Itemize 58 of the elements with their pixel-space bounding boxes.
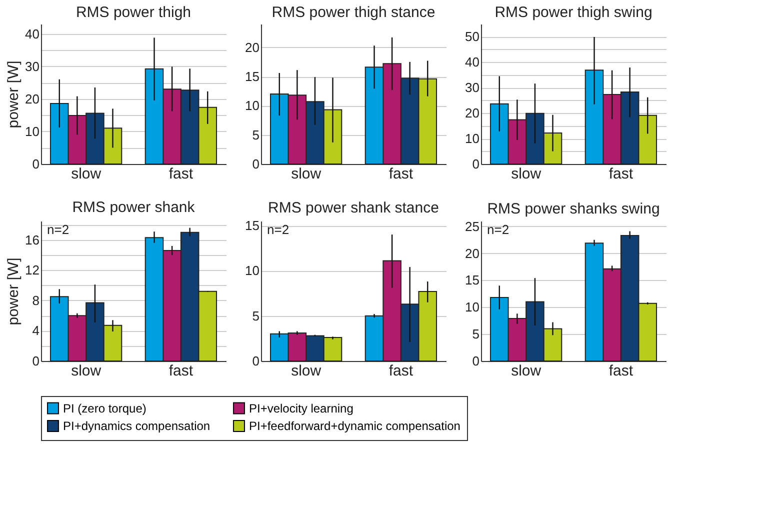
- y-tick-label: 10: [245, 263, 260, 278]
- y-tick-label: 50: [465, 29, 480, 44]
- y-tick-label: 5: [252, 308, 260, 324]
- y-tick-label: 0: [472, 354, 480, 368]
- x-tick-label: slow: [291, 362, 322, 380]
- x-tick-label: slow: [71, 166, 102, 182]
- y-tick-label: 8: [32, 292, 40, 308]
- y-tick-label: 4: [32, 323, 40, 338]
- y-tick-label: 20: [245, 40, 260, 55]
- y-tick-label: 25: [465, 218, 480, 234]
- y-tick-label: 10: [465, 300, 480, 315]
- x-tick-label: slow: [291, 166, 322, 182]
- legend-label: PI+velocity learning: [249, 401, 354, 416]
- x-tick-label: slow: [511, 166, 542, 182]
- x-tick-label: fast: [608, 166, 634, 182]
- chart-title: RMS power shanks swing: [487, 200, 660, 218]
- x-tick-label: fast: [608, 362, 634, 380]
- legend-label: PI+feedforward+dynamic compensation: [249, 419, 460, 433]
- y-tick-label: 0: [472, 156, 480, 172]
- y-tick-label: 0: [252, 354, 260, 368]
- x-tick-label: fast: [388, 166, 414, 182]
- y-tick-label: 0: [252, 156, 260, 172]
- chart-title: RMS power thigh stance: [272, 4, 436, 21]
- y-tick-label: 20: [25, 91, 40, 106]
- annotation: n=2: [47, 222, 70, 237]
- y-tick-label: 15: [245, 218, 260, 234]
- y-axis-title: power [W]: [5, 258, 22, 326]
- y-tick-label: 5: [252, 127, 260, 142]
- y-tick-label: 16: [25, 232, 40, 248]
- y-tick-label: 20: [465, 246, 480, 261]
- y-tick-label: 10: [465, 131, 480, 146]
- x-tick-label: slow: [511, 362, 542, 380]
- y-tick-label: 20: [465, 106, 480, 121]
- x-tick-label: slow: [71, 362, 102, 380]
- annotation: n=2: [487, 222, 510, 237]
- y-tick-label: 5: [472, 326, 480, 342]
- y-tick-label: 40: [25, 26, 40, 42]
- chart-title: RMS power thigh swing: [494, 4, 652, 21]
- y-tick-label: 10: [245, 98, 260, 114]
- annotation: n=2: [267, 222, 290, 237]
- x-tick-label: fast: [388, 362, 414, 380]
- legend-label: PI (zero torque): [63, 401, 146, 416]
- y-tick-label: 12: [25, 262, 40, 278]
- y-tick-label: 15: [465, 272, 480, 288]
- y-tick-label: 0: [32, 156, 40, 172]
- y-tick-label: 10: [25, 124, 40, 139]
- chart-title: RMS power shank stance: [268, 200, 439, 217]
- y-tick-label: 30: [465, 80, 480, 96]
- chart-title: RMS power shank: [72, 198, 196, 216]
- chart-title: RMS power thigh: [76, 4, 192, 21]
- x-tick-label: fast: [168, 362, 194, 380]
- x-tick-label: fast: [168, 166, 194, 182]
- y-axis-title: power [W]: [5, 60, 22, 128]
- y-tick-label: 0: [32, 354, 40, 368]
- legend-label: PI+dynamics compensation: [63, 419, 210, 433]
- y-tick-label: 30: [25, 58, 40, 74]
- y-tick-label: 15: [245, 69, 260, 84]
- y-tick-label: 40: [465, 54, 480, 70]
